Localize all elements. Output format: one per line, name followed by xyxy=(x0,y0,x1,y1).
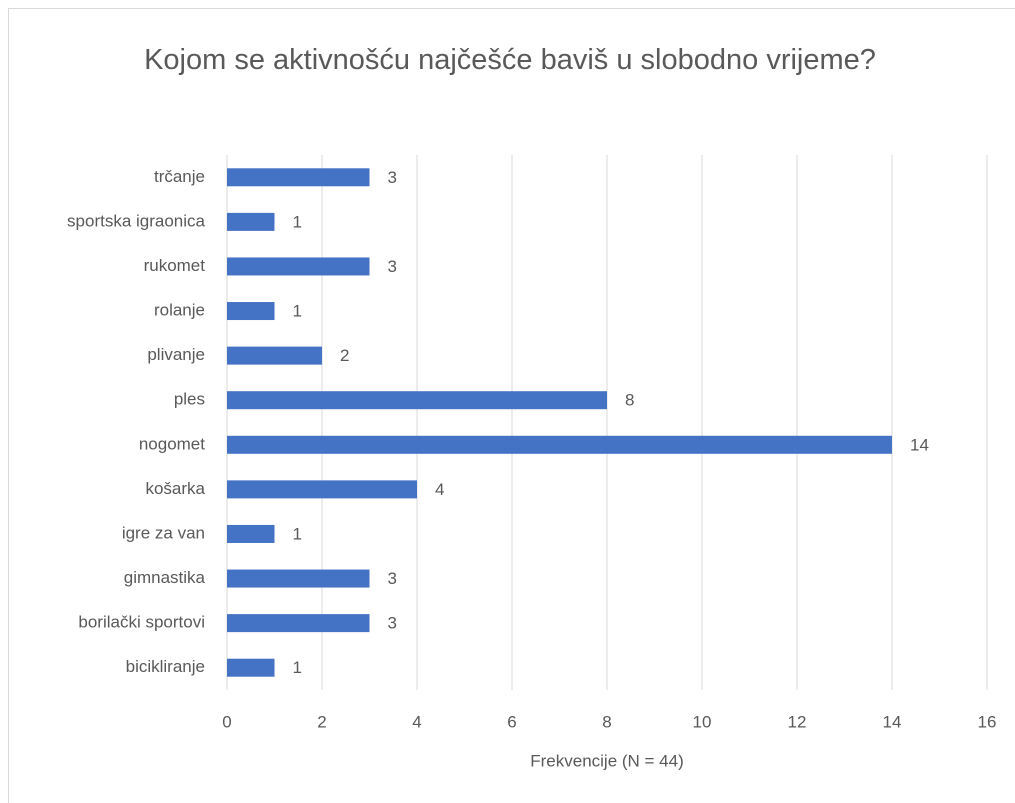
bar xyxy=(227,346,322,365)
data-label: 1 xyxy=(293,212,302,231)
bar xyxy=(227,391,607,410)
data-label: 1 xyxy=(293,524,302,543)
bar xyxy=(227,614,370,633)
bar xyxy=(227,658,275,677)
data-label: 1 xyxy=(293,302,302,321)
bar xyxy=(227,524,275,543)
x-tick-label: 0 xyxy=(222,712,231,731)
y-tick-label: igre za van xyxy=(122,523,205,542)
bar xyxy=(227,435,892,454)
y-tick-label: nogomet xyxy=(139,434,205,453)
data-label: 1 xyxy=(293,658,302,677)
x-tick-label: 14 xyxy=(883,712,902,731)
bar xyxy=(227,480,417,499)
data-label: 3 xyxy=(388,168,397,187)
bar xyxy=(227,168,370,187)
x-tick-label: 6 xyxy=(507,712,516,731)
x-tick-label: 8 xyxy=(602,712,611,731)
data-label: 8 xyxy=(625,391,634,410)
x-tick-label: 10 xyxy=(693,712,712,731)
y-tick-label: ples xyxy=(174,390,205,409)
data-label: 3 xyxy=(388,569,397,588)
x-tick-label: 16 xyxy=(978,712,997,731)
data-label: 2 xyxy=(340,346,349,365)
y-tick-label: sportska igraonica xyxy=(67,211,206,230)
bar xyxy=(227,302,275,321)
y-tick-label: rukomet xyxy=(144,256,206,275)
x-axis-label: Frekvencije (N = 44) xyxy=(530,751,684,770)
y-tick-label: bicikliranje xyxy=(126,657,205,676)
y-tick-label: gimnastika xyxy=(124,568,206,587)
x-tick-label: 12 xyxy=(788,712,807,731)
y-tick-label: trčanje xyxy=(154,167,205,186)
x-tick-label: 2 xyxy=(317,712,326,731)
data-label: 3 xyxy=(388,257,397,276)
data-label: 14 xyxy=(910,435,929,454)
x-tick-label: 4 xyxy=(412,712,421,731)
data-label: 3 xyxy=(388,614,397,633)
bar xyxy=(227,569,370,588)
data-label: 4 xyxy=(435,480,444,499)
y-tick-label: borilački sportovi xyxy=(78,613,205,632)
bar xyxy=(227,257,370,276)
y-tick-label: plivanje xyxy=(147,345,205,364)
chart-border xyxy=(8,8,1015,803)
chart-title: Kojom se aktivnošću najčešće baviš u slo… xyxy=(144,44,876,76)
y-tick-label: rolanje xyxy=(154,301,205,320)
bar xyxy=(227,212,275,231)
y-tick-label: košarka xyxy=(145,479,205,498)
